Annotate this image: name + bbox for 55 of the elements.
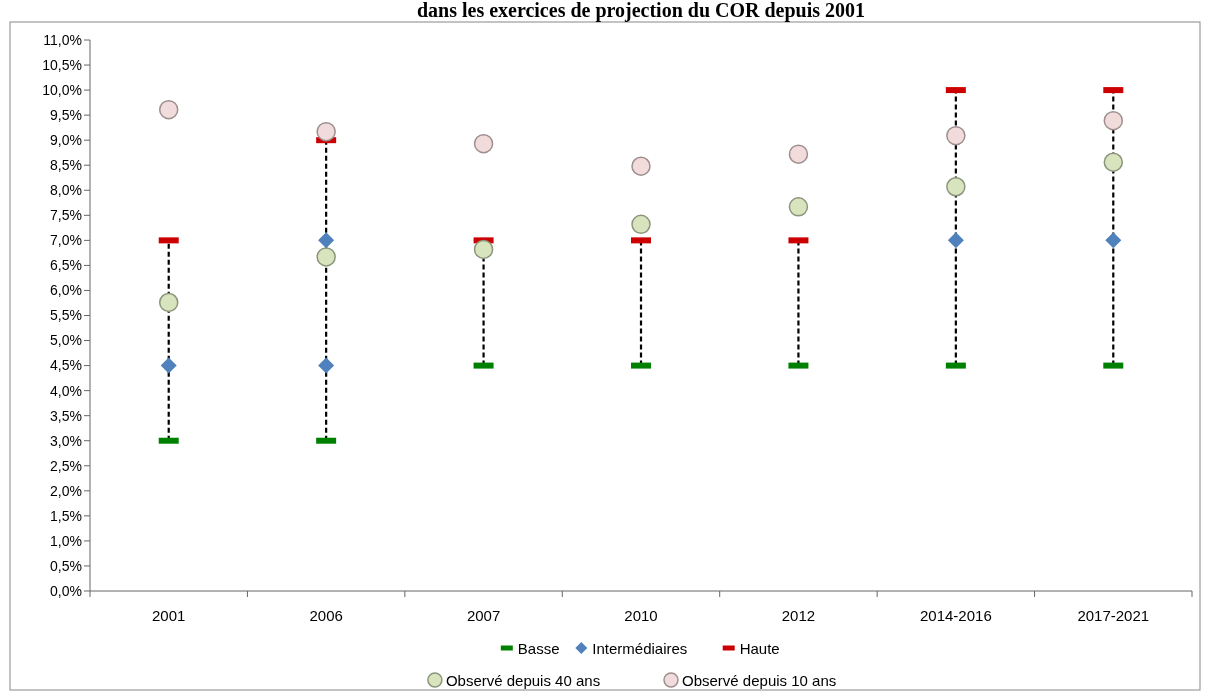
x-tick-label: 2010 — [624, 607, 658, 624]
legend-label: Observé depuis 10 ans — [682, 671, 837, 689]
y-tick-label: 9,5% — [50, 107, 82, 124]
point — [788, 197, 809, 217]
y-tick-label: 3,5% — [50, 407, 82, 424]
y-tick-label: 7,5% — [50, 207, 82, 224]
y-tick-label: 10,0% — [42, 81, 82, 98]
point — [160, 357, 177, 374]
y-tick-label: 9,0% — [50, 132, 82, 149]
point — [158, 99, 179, 120]
point — [788, 144, 809, 164]
point — [631, 214, 651, 235]
y-tick-label: 0,5% — [50, 557, 82, 574]
legend-label: Basse — [517, 639, 560, 657]
x-tick-label: 2017-2021 — [1077, 607, 1150, 624]
y-tick-label: 6,0% — [50, 282, 82, 299]
legend-label: Intermédiaires — [592, 639, 688, 657]
point — [1105, 232, 1122, 249]
y-tick-label: 2,0% — [50, 482, 82, 499]
x-tick-label: 2001 — [152, 607, 186, 624]
x-tick-label: 2006 — [309, 607, 343, 624]
point — [631, 156, 651, 176]
y-tick-label: 5,0% — [50, 332, 82, 349]
y-tick-label: 1,0% — [50, 532, 82, 549]
chart-title: dans les exercices de projection du COR depuis 2001 — [416, 0, 866, 22]
legend-label: Observé depuis 40 ans — [445, 671, 601, 689]
x-tick-label: 2007 — [466, 607, 501, 624]
y-tick-label: 3,0% — [50, 432, 82, 449]
y-tick-label: 8,0% — [50, 182, 82, 199]
legend-label: Haute — [739, 639, 780, 657]
point — [318, 357, 335, 374]
point — [316, 247, 336, 267]
y-tick-label: 4,5% — [50, 357, 82, 374]
point — [946, 125, 966, 146]
point — [473, 133, 494, 154]
y-tick-label: 5,5% — [50, 307, 82, 324]
y-tick-label: 1,5% — [50, 507, 82, 524]
y-tick-label: 8,5% — [50, 157, 82, 174]
x-tick-label: 2012 — [781, 607, 816, 624]
y-tick-label: 11,0% — [43, 31, 82, 48]
point — [158, 292, 179, 313]
x-tick-label: 2014-2016 — [919, 607, 992, 624]
point — [316, 121, 336, 142]
point — [946, 177, 966, 197]
y-tick-label: 10,5% — [42, 56, 82, 73]
y-tick-label: 2,5% — [50, 457, 82, 474]
point — [318, 232, 335, 249]
point — [1103, 152, 1124, 172]
y-tick-label: 0,0% — [50, 582, 82, 599]
point — [947, 232, 964, 249]
y-tick-label: 7,0% — [50, 232, 82, 249]
y-tick-label: 4,0% — [50, 382, 82, 399]
point — [473, 239, 494, 260]
point — [1103, 110, 1124, 131]
y-tick-label: 6,5% — [50, 257, 82, 274]
